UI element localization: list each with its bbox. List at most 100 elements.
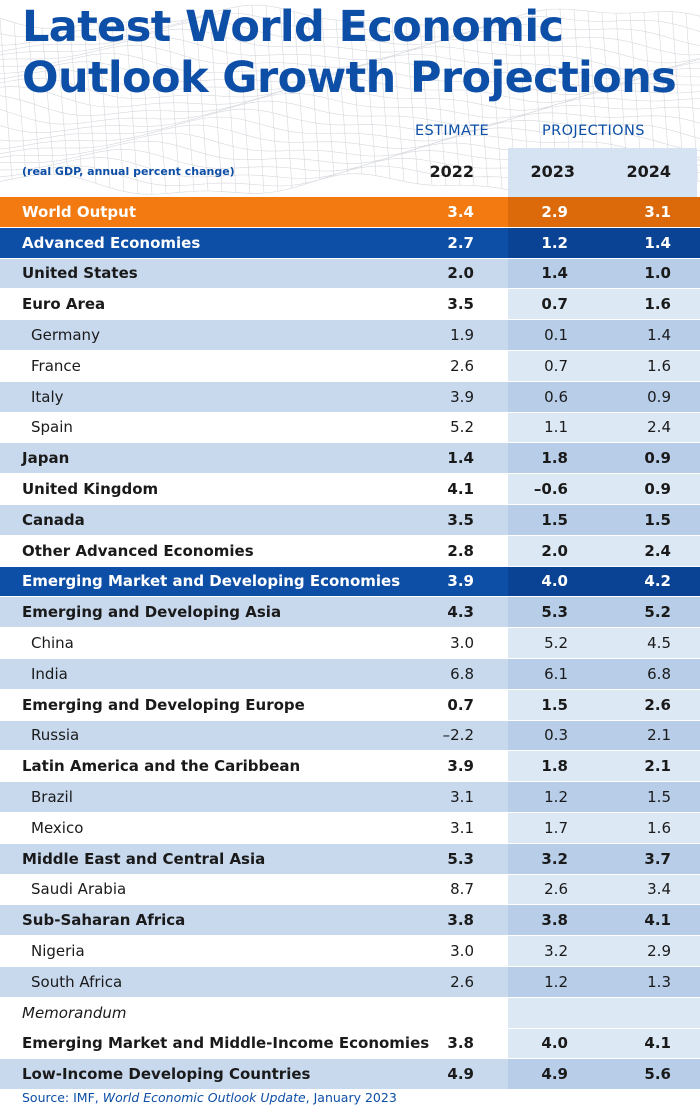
value-2023	[508, 997, 610, 1029]
value-2024: 4.1	[610, 1028, 700, 1060]
value-2023: 4.0	[508, 566, 610, 598]
units-note: (real GDP, annual percent change)	[22, 165, 235, 178]
value-2024: 1.6	[610, 812, 700, 844]
mesh-line	[83, 24, 97, 184]
mesh-line	[27, 26, 41, 175]
table-row: Mexico 3.1 1.7 1.6	[0, 812, 700, 844]
row-label: Memorandum	[0, 997, 410, 1029]
table-row: Other Advanced Economies 2.8 2.0 2.4	[0, 535, 700, 567]
mesh-line	[55, 28, 69, 176]
value-2023: 1.7	[508, 812, 610, 844]
table-row: Emerging and Developing Asia 4.3 5.3 5.2	[0, 596, 700, 629]
mesh-line	[111, 22, 125, 192]
row-label: Other Advanced Economies	[0, 535, 410, 567]
row-label: Advanced Economies	[0, 227, 410, 259]
table-row: Japan 1.4 1.8 0.9	[0, 442, 700, 475]
value-2024: 1.6	[610, 288, 700, 321]
table-row: Memorandum	[0, 997, 700, 1029]
table-row: United States 2.0 1.4 1.0	[0, 258, 700, 290]
table-row: Middle East and Central Asia 5.3 3.2 3.7	[0, 843, 700, 875]
value-2023: 0.7	[508, 350, 610, 382]
mesh-line	[237, 6, 251, 194]
value-2022: 5.3	[410, 843, 508, 875]
value-2024: 1.6	[610, 350, 700, 382]
value-2024: 5.6	[610, 1058, 700, 1091]
value-2023: 5.2	[508, 627, 610, 659]
row-label: Spain	[0, 412, 410, 444]
table-row: Germany 1.9 0.1 1.4	[0, 319, 700, 351]
mesh-line	[0, 100, 700, 127]
mesh-line	[391, 20, 405, 182]
mesh-line	[209, 13, 223, 192]
row-label: United Kingdom	[0, 473, 410, 505]
mesh-line	[69, 26, 83, 180]
source-prefix: Source: IMF,	[22, 1090, 103, 1105]
mesh-line	[125, 21, 139, 194]
value-2023: 1.5	[508, 689, 610, 721]
mesh-line	[321, 18, 335, 176]
table-row: Euro Area 3.5 0.7 1.6	[0, 288, 700, 321]
table-body: World Output 3.4 2.9 3.1 Advanced Economies 2…	[0, 197, 700, 1091]
value-2023: 2.6	[508, 874, 610, 906]
value-2022: 3.1	[410, 812, 508, 844]
table-row: Latin America and the Caribbean 3.9 1.8 2.1	[0, 750, 700, 783]
row-label: Euro Area	[0, 288, 410, 321]
value-2022: 5.2	[410, 412, 508, 444]
value-2022: –2.2	[410, 720, 508, 752]
table-row: Emerging and Developing Europe 0.7 1.5 2.6	[0, 689, 700, 721]
title-line-1: Latest World Economic	[22, 2, 564, 52]
value-2024: 0.9	[610, 442, 700, 475]
table-row: China 3.0 5.2 4.5	[0, 627, 700, 659]
mesh-line	[363, 20, 377, 176]
mesh-line	[475, 28, 489, 187]
mesh-line	[0, 61, 700, 88]
value-2024: 4.5	[610, 627, 700, 659]
table-row: India 6.8 6.1 6.8	[0, 658, 700, 690]
table-row: Nigeria 3.0 3.2 2.9	[0, 935, 700, 967]
mesh-line	[335, 19, 349, 174]
mesh-line	[279, 8, 293, 189]
value-2024: 2.4	[610, 412, 700, 444]
row-label: India	[0, 658, 410, 690]
mesh-line	[0, 28, 700, 56]
value-2024: 6.8	[610, 658, 700, 690]
value-2022: 3.9	[410, 566, 508, 598]
value-2022: 3.4	[410, 197, 508, 228]
value-2022: 3.9	[410, 750, 508, 783]
row-label: Japan	[0, 442, 410, 475]
row-label: United States	[0, 258, 410, 290]
row-label: Emerging and Developing Europe	[0, 689, 410, 721]
table-row: Emerging Market and Middle-Income Econom…	[0, 1028, 700, 1060]
table-row: Canada 3.5 1.5 1.5	[0, 504, 700, 536]
growth-projections-table: World Output 3.4 2.9 3.1 Advanced Economies 2…	[0, 197, 700, 1091]
row-label: Russia	[0, 720, 410, 752]
source-publication: World Economic Outlook Update	[102, 1090, 306, 1105]
mesh-line	[349, 20, 363, 174]
mesh-line	[97, 23, 111, 188]
table-row: Spain 5.2 1.1 2.4	[0, 412, 700, 444]
row-label: Italy	[0, 381, 410, 413]
value-2024: 3.7	[610, 843, 700, 875]
mesh-line	[139, 22, 153, 195]
value-2024: 1.0	[610, 258, 700, 290]
row-label: Low-Income Developing Countries	[0, 1058, 410, 1091]
table-row: Emerging Market and Developing Economies…	[0, 566, 700, 598]
mesh-line	[167, 22, 181, 193]
row-label: Saudi Arabia	[0, 874, 410, 906]
mesh-line	[0, 116, 700, 142]
mesh-line	[293, 11, 307, 184]
value-2024: 3.1	[610, 197, 700, 228]
table-row: Brazil 3.1 1.2 1.5	[0, 781, 700, 813]
value-2023: 3.2	[508, 935, 610, 967]
value-2024: 1.3	[610, 966, 700, 998]
estimate-header: ESTIMATE	[415, 123, 490, 139]
mesh-line	[0, 85, 700, 111]
value-2024: 2.1	[610, 720, 700, 752]
row-label: Emerging Market and Middle-Income Econom…	[0, 1028, 429, 1060]
mesh-line	[0, 124, 700, 152]
value-2023: 4.0	[508, 1028, 610, 1060]
projections-header-band	[508, 148, 697, 198]
value-2023: 0.7	[508, 288, 610, 321]
mesh-line	[223, 9, 237, 193]
background-mesh-graphic	[0, 4, 700, 199]
